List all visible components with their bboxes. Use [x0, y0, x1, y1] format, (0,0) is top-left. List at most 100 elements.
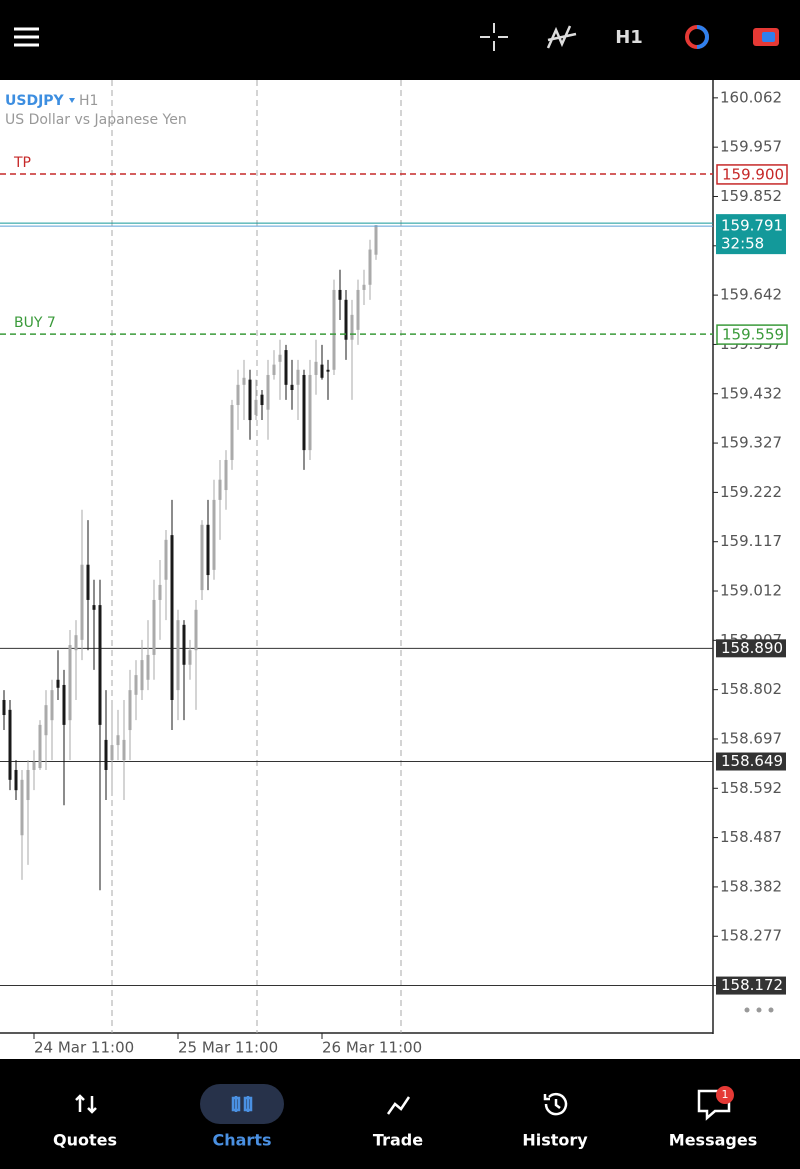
candle-body: [2, 699, 6, 716]
level-name: TP: [13, 155, 31, 171]
candle-body: [80, 564, 84, 640]
candle-body: [320, 364, 324, 378]
candle-body: [254, 399, 258, 415]
candle-body: [116, 735, 120, 746]
nav-item[interactable]: Trade: [373, 1096, 423, 1150]
candle-body: [296, 369, 300, 385]
period-separators: [111, 80, 402, 1033]
y-tick-label: 158.592: [720, 779, 782, 797]
nav-label: Messages: [669, 1131, 757, 1150]
y-tick-label: 159.642: [720, 286, 782, 304]
price-label: 159.900: [722, 165, 784, 183]
chart-area: [0, 80, 713, 1033]
candle-body: [242, 377, 246, 385]
more-dots[interactable]: [744, 1007, 774, 1013]
price-box: [716, 324, 788, 345]
nav-icon: [75, 1094, 97, 1114]
nav-label: Charts: [213, 1131, 272, 1150]
candle-body: [128, 690, 132, 731]
candle-body: [230, 405, 234, 460]
candle-body: [20, 779, 24, 836]
chart-timeframe: H1: [79, 93, 98, 109]
y-tick-label: 160.062: [720, 88, 782, 106]
candle-body: [68, 645, 72, 721]
candle-body: [164, 539, 168, 580]
candle-body: [224, 459, 228, 491]
y-tick-label: 159.117: [720, 532, 782, 550]
indicators-button[interactable]: [546, 25, 577, 49]
nav-label: Quotes: [53, 1131, 117, 1150]
nav-icon: [386, 1096, 411, 1115]
y-tick-label: 159.957: [720, 138, 782, 156]
price-box: [716, 164, 788, 185]
candle-body: [26, 769, 30, 801]
y-tick-label: 158.802: [720, 680, 782, 698]
candle-body: [86, 564, 90, 600]
candle-body: [170, 535, 174, 700]
y-tick-label: 159.012: [720, 582, 782, 600]
timeframe-button[interactable]: H1: [615, 27, 643, 48]
candle-body: [158, 584, 162, 600]
candle-body: [368, 249, 372, 285]
candle-body: [302, 374, 306, 451]
candle-body: [314, 361, 318, 375]
symbol: USDJPY: [5, 93, 65, 109]
badge: [716, 1086, 734, 1104]
candle-body: [74, 635, 78, 651]
candle-body: [8, 709, 12, 780]
candle-body: [212, 499, 216, 570]
trade-button[interactable]: [753, 28, 779, 46]
candle-body: [326, 369, 330, 372]
candle-body: [56, 679, 60, 688]
crosshair-button[interactable]: [480, 23, 508, 51]
candle-body: [50, 690, 54, 721]
price-label: 158.172: [721, 976, 783, 994]
candle-body: [290, 384, 294, 390]
candle-body: [218, 479, 222, 500]
current-price-box: [716, 214, 786, 255]
nav-item[interactable]: History: [522, 1092, 588, 1150]
price-label: 158.890: [721, 639, 783, 657]
candle-body: [284, 350, 288, 385]
bottom-nav: [0, 1059, 800, 1169]
candle-body: [236, 384, 240, 406]
nav-icon: [231, 1096, 253, 1112]
nav-item[interactable]: Charts: [200, 1084, 284, 1150]
candle-body: [278, 354, 282, 362]
y-tick-label: 158.697: [720, 729, 782, 747]
candle-body: [44, 705, 48, 736]
menu-button[interactable]: [14, 27, 39, 47]
candle-body: [188, 650, 192, 665]
nav-icon: [543, 1092, 568, 1116]
nav-label: Trade: [373, 1131, 423, 1150]
x-tick-label: 24 Mar 11:00: [34, 1039, 134, 1057]
nav-label: History: [522, 1131, 588, 1150]
badge-count: 1: [722, 1088, 729, 1101]
price-box: [716, 976, 786, 995]
y-tick-label: 159.852: [720, 187, 782, 205]
candle-body: [146, 654, 150, 680]
price-box: [716, 639, 786, 658]
objects-button[interactable]: [685, 25, 709, 49]
candle-body: [176, 620, 180, 691]
candle-body: [260, 394, 264, 406]
candle-body: [272, 364, 276, 375]
candle-body: [362, 284, 366, 290]
candle-body: [92, 605, 96, 610]
bar-timer: 32:58: [721, 235, 764, 253]
candle-body: [332, 289, 336, 370]
candle-body: [140, 660, 144, 691]
price-label: 158.649: [721, 752, 783, 770]
dropdown-arrow: [69, 98, 75, 103]
level-name: BUY 7: [14, 315, 56, 331]
candle-body: [350, 314, 354, 340]
candle-body: [14, 769, 18, 791]
candle-body: [122, 739, 126, 761]
candle-body: [104, 739, 108, 770]
candle-body: [356, 289, 360, 330]
y-tick-label: 158.277: [720, 927, 782, 945]
x-tick-label: 25 Mar 11:00: [178, 1039, 278, 1057]
nav-item[interactable]: Quotes: [53, 1094, 117, 1150]
